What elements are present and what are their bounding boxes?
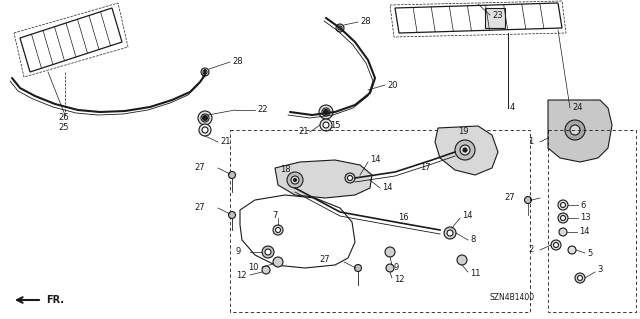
Text: 13: 13 (580, 213, 591, 222)
Circle shape (320, 119, 332, 131)
Circle shape (228, 172, 236, 179)
Circle shape (273, 257, 283, 267)
Circle shape (336, 24, 344, 32)
Circle shape (551, 240, 561, 250)
Text: 28: 28 (232, 57, 243, 66)
Text: 27: 27 (319, 256, 330, 264)
Text: 12: 12 (236, 271, 246, 279)
Circle shape (323, 109, 328, 115)
Text: 25: 25 (58, 123, 68, 132)
Text: 21: 21 (220, 137, 230, 146)
Circle shape (559, 228, 567, 236)
Text: 27: 27 (195, 164, 205, 173)
Text: 16: 16 (398, 213, 408, 222)
Text: 15: 15 (330, 121, 340, 130)
Circle shape (345, 173, 355, 183)
Circle shape (561, 203, 566, 207)
Text: 14: 14 (370, 155, 381, 165)
Circle shape (457, 255, 467, 265)
Circle shape (273, 225, 283, 235)
Circle shape (525, 197, 531, 204)
Circle shape (319, 105, 333, 119)
Bar (548, 130, 636, 312)
Circle shape (265, 249, 271, 255)
Text: 3: 3 (597, 265, 602, 275)
Circle shape (577, 276, 582, 280)
Circle shape (355, 264, 362, 271)
Circle shape (568, 246, 576, 254)
Text: 26: 26 (58, 114, 68, 122)
Circle shape (460, 145, 470, 155)
Text: 21: 21 (298, 128, 308, 137)
Circle shape (202, 127, 208, 133)
Circle shape (275, 227, 280, 233)
Circle shape (575, 273, 585, 283)
Text: 23: 23 (492, 11, 502, 19)
Circle shape (201, 68, 209, 76)
Text: 22: 22 (257, 106, 268, 115)
Circle shape (558, 213, 568, 223)
Text: 27: 27 (195, 204, 205, 212)
Text: 14: 14 (382, 183, 392, 192)
Text: 9: 9 (236, 248, 241, 256)
Circle shape (323, 122, 329, 128)
Circle shape (294, 179, 296, 182)
Circle shape (348, 175, 353, 181)
Text: 14: 14 (462, 211, 472, 220)
Text: 27: 27 (504, 194, 515, 203)
Circle shape (447, 230, 453, 236)
Text: 7: 7 (272, 211, 277, 219)
Circle shape (262, 266, 270, 274)
Text: 6: 6 (580, 201, 586, 210)
Text: 12: 12 (394, 276, 404, 285)
Circle shape (262, 246, 274, 258)
Circle shape (444, 227, 456, 239)
Circle shape (202, 115, 207, 121)
Polygon shape (275, 160, 372, 198)
Circle shape (463, 148, 467, 152)
Text: 19: 19 (458, 128, 468, 137)
Circle shape (570, 125, 580, 135)
Circle shape (554, 242, 559, 248)
Polygon shape (548, 100, 612, 162)
Text: 4: 4 (510, 103, 515, 113)
Text: 17: 17 (420, 164, 431, 173)
Text: 1: 1 (528, 137, 533, 146)
Polygon shape (435, 126, 498, 175)
Circle shape (198, 111, 212, 125)
Text: 14: 14 (579, 227, 589, 236)
Text: 28: 28 (360, 18, 371, 26)
Bar (230, 130, 530, 312)
Circle shape (287, 172, 303, 188)
Circle shape (386, 264, 394, 272)
Text: 20: 20 (387, 80, 397, 90)
Circle shape (203, 70, 207, 74)
Circle shape (385, 247, 395, 257)
Circle shape (561, 216, 566, 220)
Circle shape (558, 200, 568, 210)
Text: 8: 8 (470, 235, 476, 244)
Text: 10: 10 (248, 263, 259, 271)
Text: 24: 24 (572, 103, 582, 113)
Circle shape (565, 120, 585, 140)
Circle shape (338, 26, 342, 30)
Bar (485, 8, 505, 28)
Circle shape (455, 140, 475, 160)
Text: SZN4B1400: SZN4B1400 (490, 293, 535, 302)
Text: 2: 2 (528, 246, 533, 255)
Circle shape (228, 211, 236, 219)
Text: 5: 5 (587, 249, 592, 257)
Circle shape (322, 108, 330, 116)
Text: FR.: FR. (46, 295, 64, 305)
Circle shape (291, 176, 299, 184)
Text: 18: 18 (280, 166, 291, 174)
Circle shape (199, 124, 211, 136)
Circle shape (201, 114, 209, 122)
Text: 9: 9 (394, 263, 399, 272)
Text: 11: 11 (470, 270, 481, 278)
